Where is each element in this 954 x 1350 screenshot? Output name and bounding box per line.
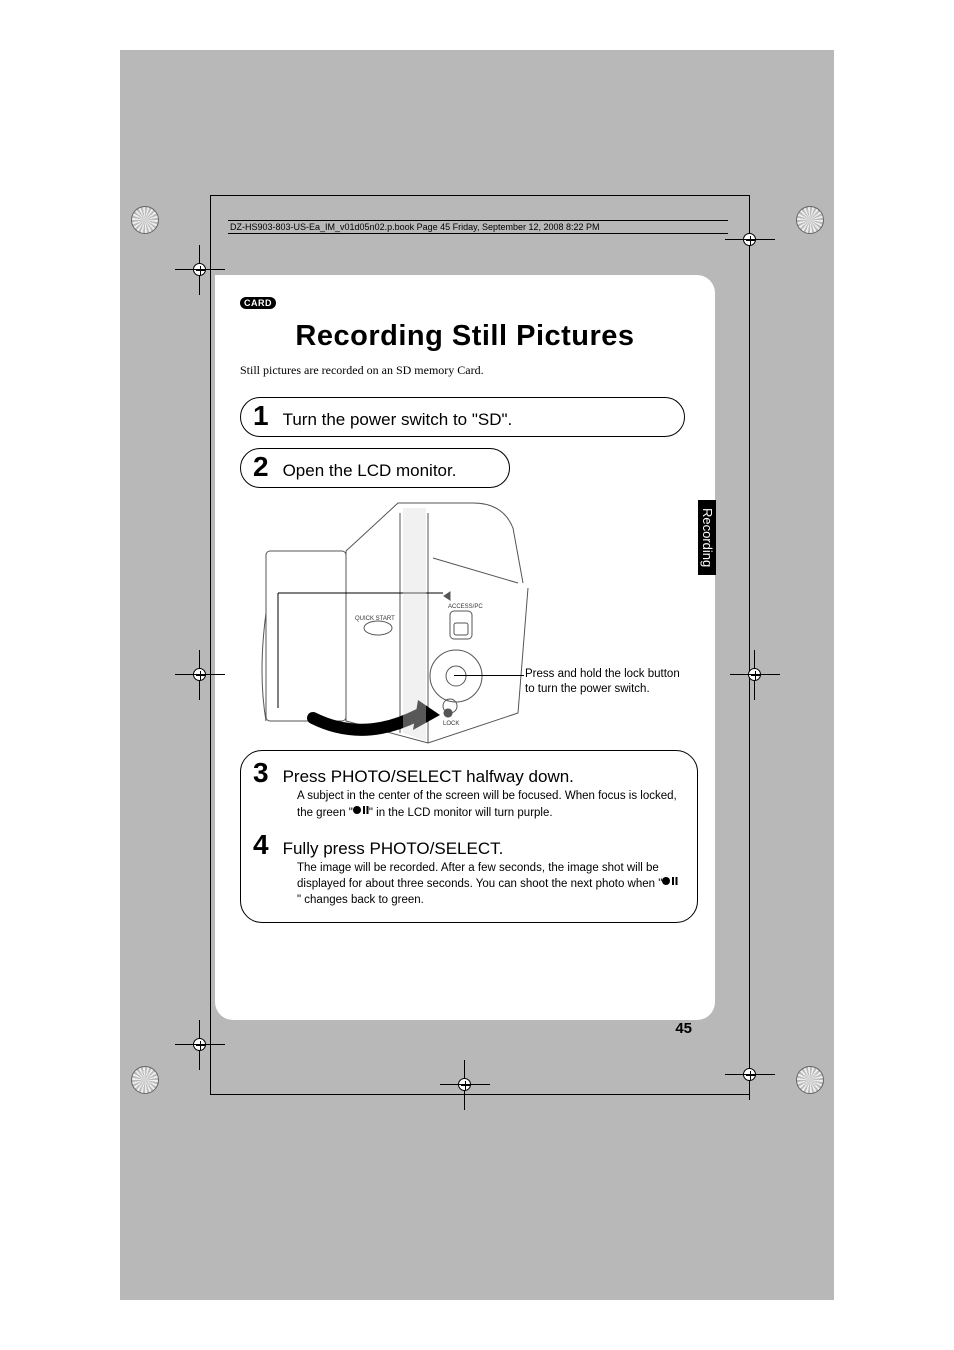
crop-mark-icon bbox=[175, 1020, 225, 1070]
quickstart-label: QUICK START bbox=[355, 616, 395, 622]
step-3-number: 3 bbox=[253, 759, 269, 787]
record-pause-icon bbox=[353, 805, 369, 821]
crop-mark-icon bbox=[175, 650, 225, 700]
step-3-label: Press PHOTO/SELECT halfway down. bbox=[283, 767, 574, 787]
callout-text: Press and hold the lock button to turn t… bbox=[525, 667, 690, 697]
card-badge: CARD bbox=[240, 297, 276, 309]
callout-leader bbox=[454, 675, 524, 676]
step-1-number: 1 bbox=[253, 402, 269, 430]
step-3-description: A subject in the center of the screen wi… bbox=[297, 789, 679, 821]
step-2-label: Open the LCD monitor. bbox=[283, 461, 457, 481]
crop-mark-icon bbox=[730, 650, 780, 700]
intro-text: Still pictures are recorded on an SD mem… bbox=[240, 363, 484, 378]
crop-mark-icon bbox=[725, 215, 775, 265]
section-tab: Recording bbox=[698, 500, 716, 575]
camcorder-diagram: QUICK START ACCESS/PC LOCK bbox=[258, 493, 578, 753]
registration-mark-icon bbox=[125, 1060, 165, 1100]
step-4-label: Fully press PHOTO/SELECT. bbox=[283, 839, 504, 859]
registration-mark-icon bbox=[790, 200, 830, 240]
crop-mark-icon bbox=[175, 245, 225, 295]
step-2: 2 Open the LCD monitor. bbox=[240, 448, 510, 488]
step-2-number: 2 bbox=[253, 453, 269, 481]
step-1-label: Turn the power switch to "SD". bbox=[283, 410, 513, 430]
lock-label: LOCK bbox=[443, 721, 459, 727]
steps-3-4-block: 3 Press PHOTO/SELECT halfway down. A sub… bbox=[240, 750, 698, 923]
step-4-number: 4 bbox=[253, 831, 269, 859]
access-label: ACCESS/PC bbox=[448, 604, 483, 610]
step-1: 1 Turn the power switch to "SD". bbox=[240, 397, 685, 437]
crop-mark-icon bbox=[725, 1050, 775, 1100]
header-metadata: DZ-HS903-803-US-Ea_IM_v01d05n02.p.book P… bbox=[228, 220, 728, 234]
registration-mark-icon bbox=[790, 1060, 830, 1100]
record-pause-icon bbox=[662, 876, 678, 892]
crop-mark-icon bbox=[440, 1060, 490, 1110]
page-title: Recording Still Pictures bbox=[215, 320, 715, 353]
step-4-description: The image will be recorded. After a few … bbox=[297, 861, 679, 908]
registration-mark-icon bbox=[125, 200, 165, 240]
page-number: 45 bbox=[675, 1020, 692, 1037]
